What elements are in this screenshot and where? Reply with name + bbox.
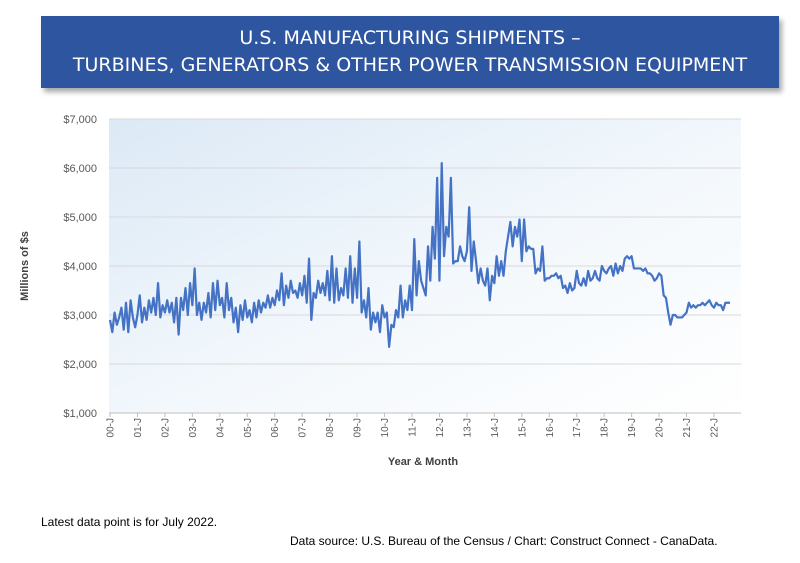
chart-title-banner: U.S. MANUFACTURING SHIPMENTS – TURBINES,…	[41, 16, 779, 88]
y-tick-label: $3,000	[63, 310, 97, 322]
x-tick-label: 20-J	[655, 418, 666, 437]
y-tick-label: $5,000	[63, 212, 97, 224]
x-tick-label: 21-J	[682, 418, 693, 437]
x-tick-label: 05-J	[243, 418, 254, 437]
y-tick-label: $1,000	[63, 408, 97, 420]
series-line	[108, 162, 730, 348]
y-tick-label: $4,000	[63, 261, 97, 273]
x-tick-label: 19-J	[627, 418, 638, 437]
x-tick-label: 03-J	[188, 418, 199, 437]
y-axis-ticks: $1,000 $2,000 $3,000 $4,000 $5,000 $6,000 $7,0…	[63, 114, 97, 420]
x-tick-label: 11-J	[407, 418, 418, 437]
x-tick-label: 07-J	[298, 418, 309, 437]
x-tick-label: 08-J	[325, 418, 336, 437]
x-tick-label: 01-J	[133, 418, 144, 437]
latest-data-note: Latest data point is for July 2022.	[41, 515, 218, 529]
x-tick-label: 13-J	[462, 418, 473, 437]
x-tick-label: 10-J	[380, 418, 391, 437]
x-axis-ticks: 00-J 01-J 02-J 03-J 04-J 05-J 06-J 07-J 08-J 09-J…	[106, 413, 720, 437]
y-tick-label: $2,000	[63, 359, 97, 371]
chart-title-line-2: TURBINES, GENERATORS & OTHER POWER TRANS…	[72, 54, 748, 76]
x-tick-label: 16-J	[545, 418, 556, 437]
x-tick-label: 12-J	[435, 418, 446, 437]
x-tick-label: 15-J	[517, 418, 528, 437]
x-tick-label: 09-J	[353, 418, 364, 437]
y-tick-label: $6,000	[63, 163, 97, 175]
x-tick-label: 00-J	[106, 418, 117, 437]
x-axis-label: Year & Month	[388, 456, 459, 468]
x-tick-label: 06-J	[270, 418, 281, 437]
data-source-note: Data source: U.S. Bureau of the Census /…	[290, 534, 718, 548]
chart-title-line-1: U.S. MANUFACTURING SHIPMENTS –	[239, 27, 581, 49]
x-tick-label: 02-J	[160, 418, 171, 437]
x-tick-label: 04-J	[215, 418, 226, 437]
x-tick-label: 17-J	[572, 418, 583, 437]
x-tick-label: 22-J	[709, 418, 720, 437]
x-tick-label: 14-J	[490, 418, 501, 437]
gridlines	[109, 118, 741, 414]
x-tick-label: 18-J	[600, 418, 611, 437]
y-axis-label: Millions of $s	[19, 231, 31, 301]
y-tick-label: $7,000	[63, 114, 97, 126]
